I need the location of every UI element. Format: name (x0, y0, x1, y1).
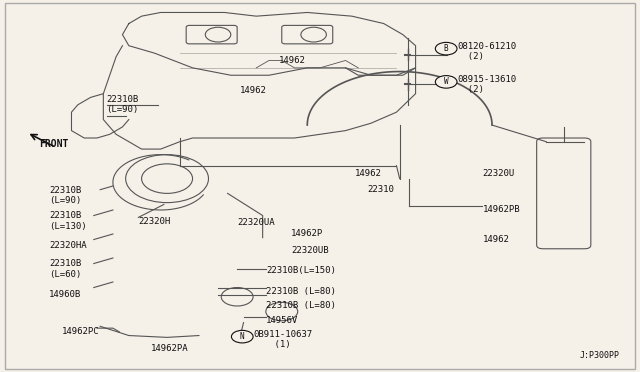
Text: 22320UB: 22320UB (291, 246, 329, 255)
Text: 14962: 14962 (278, 56, 305, 65)
Text: 22310B (L=80): 22310B (L=80) (266, 301, 336, 311)
Text: 22320H: 22320H (138, 217, 171, 225)
Text: 08120-61210
  (2): 08120-61210 (2) (457, 42, 516, 61)
Text: 14962: 14962 (355, 169, 382, 177)
Text: W: W (444, 77, 449, 86)
Circle shape (301, 27, 326, 42)
Text: 14962PC: 14962PC (62, 327, 100, 336)
Text: 14962PA: 14962PA (151, 344, 189, 353)
FancyBboxPatch shape (282, 25, 333, 44)
Text: 22310B
(L=60): 22310B (L=60) (49, 259, 81, 279)
Circle shape (205, 27, 231, 42)
Text: 22310B
(L=90): 22310B (L=90) (106, 95, 139, 115)
Text: 14960B: 14960B (49, 291, 81, 299)
Circle shape (435, 76, 457, 88)
Text: 14962: 14962 (241, 86, 268, 94)
Circle shape (232, 330, 253, 343)
Circle shape (221, 288, 253, 306)
Text: N: N (240, 332, 244, 341)
Text: 08915-13610
  (2): 08915-13610 (2) (457, 75, 516, 94)
Text: 22320HA: 22320HA (49, 241, 87, 250)
Circle shape (435, 42, 457, 55)
Text: B: B (444, 44, 449, 53)
Text: 0B911-10637
    (1): 0B911-10637 (1) (253, 330, 312, 349)
FancyBboxPatch shape (186, 25, 237, 44)
Circle shape (141, 164, 193, 193)
Circle shape (266, 302, 298, 321)
Text: FRONT: FRONT (40, 138, 69, 148)
Text: 14962P: 14962P (291, 230, 324, 238)
FancyBboxPatch shape (537, 138, 591, 249)
Text: 22310: 22310 (368, 185, 395, 194)
Text: 22310B
(L=90): 22310B (L=90) (49, 186, 81, 205)
Text: 22310B(L=150): 22310B(L=150) (266, 266, 336, 275)
Text: J:P300PP: J:P300PP (579, 350, 620, 359)
Text: 14962: 14962 (483, 235, 509, 244)
Text: 22310B
(L=130): 22310B (L=130) (49, 211, 87, 231)
Text: 14956V: 14956V (266, 316, 298, 325)
Text: 22320U: 22320U (483, 169, 515, 177)
Text: 22320UA: 22320UA (237, 218, 275, 227)
Text: 22310B (L=80): 22310B (L=80) (266, 287, 336, 296)
Circle shape (125, 155, 209, 203)
Text: 14962PB: 14962PB (483, 205, 520, 215)
